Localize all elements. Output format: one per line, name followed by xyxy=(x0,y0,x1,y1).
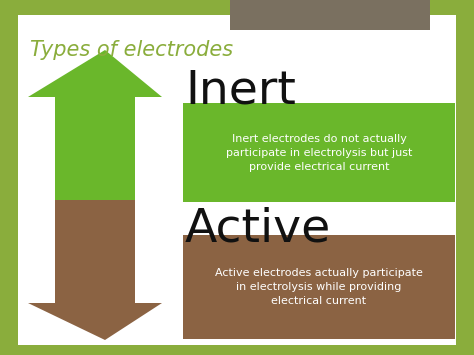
FancyBboxPatch shape xyxy=(55,97,135,200)
Text: Types of electrodes: Types of electrodes xyxy=(30,40,233,60)
FancyBboxPatch shape xyxy=(18,15,456,345)
FancyBboxPatch shape xyxy=(183,103,455,202)
FancyBboxPatch shape xyxy=(230,0,430,30)
Polygon shape xyxy=(28,50,162,97)
Text: Inert electrodes do not actually
participate in electrolysis but just
provide el: Inert electrodes do not actually partici… xyxy=(226,133,412,171)
Polygon shape xyxy=(28,303,162,340)
FancyBboxPatch shape xyxy=(55,200,135,303)
Text: Inert: Inert xyxy=(185,68,296,113)
Text: Active electrodes actually participate
in electrolysis while providing
electrica: Active electrodes actually participate i… xyxy=(215,268,423,306)
FancyBboxPatch shape xyxy=(183,235,455,339)
Text: Active: Active xyxy=(185,207,331,252)
